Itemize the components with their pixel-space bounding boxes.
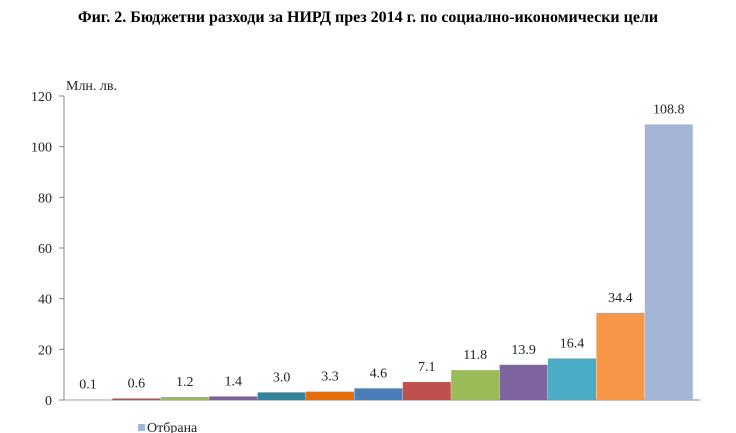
- bar-data-label: 1.4: [224, 374, 242, 389]
- bar-data-label: 3.0: [273, 370, 291, 385]
- bar: [499, 364, 548, 400]
- bar: [596, 312, 645, 400]
- bar-data-label: 16.4: [560, 336, 585, 351]
- y-axis-unit-label: Млн. лв.: [66, 79, 117, 94]
- bar-data-label: 34.4: [608, 291, 633, 306]
- bar: [451, 370, 500, 400]
- y-tick-label: 80: [38, 191, 52, 206]
- y-tick-label: 120: [31, 90, 52, 105]
- bar: [257, 392, 306, 400]
- chart-title: Фиг. 2. Бюджетни разходи за НИРД през 20…: [77, 9, 659, 26]
- bar-data-label: 4.6: [370, 366, 388, 381]
- bar-data-label: 7.1: [418, 360, 436, 375]
- y-tick-label: 60: [38, 242, 52, 257]
- bar-data-label: 1.2: [176, 375, 194, 390]
- bar: [354, 388, 403, 400]
- y-tick-label: 20: [38, 343, 52, 358]
- legend-swatch: [138, 424, 145, 431]
- bar: [209, 396, 258, 400]
- bar: [306, 391, 354, 400]
- bar-data-label: 108.8: [653, 102, 685, 117]
- y-tick-label: 100: [31, 141, 52, 156]
- bar-data-label: 13.9: [511, 343, 536, 358]
- bar: [160, 396, 209, 400]
- legend-label: Отбрана: [147, 421, 198, 433]
- bar-data-label: 11.8: [463, 348, 487, 363]
- bar-data-label: 0.6: [128, 376, 146, 391]
- bar: [64, 399, 112, 401]
- bar: [548, 358, 596, 400]
- y-tick-label: 40: [38, 293, 52, 308]
- bar-data-label: 0.1: [79, 378, 97, 393]
- bar: [402, 382, 451, 400]
- y-tick-label: 0: [45, 394, 52, 409]
- bar: [112, 398, 161, 400]
- bar: [644, 124, 693, 400]
- bar-data-label: 3.3: [321, 370, 339, 385]
